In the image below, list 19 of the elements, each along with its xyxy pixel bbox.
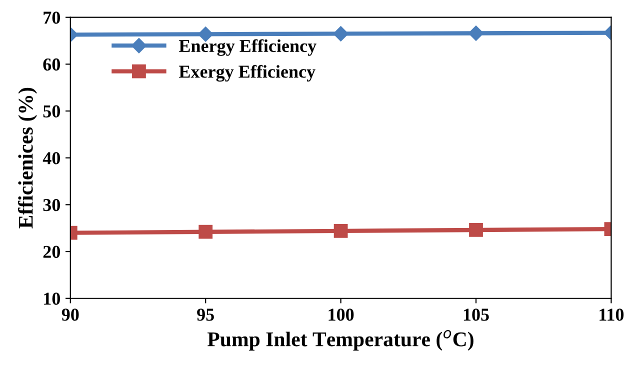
point	[333, 26, 348, 42]
x-tick-label: 95	[197, 308, 214, 321]
y-tick-label: 60	[43, 58, 60, 71]
x-tick-label: 105	[464, 308, 489, 321]
legend-label: Exergy Efficiency	[179, 64, 316, 82]
x-tick-label: 100	[328, 308, 354, 321]
y-tick-label: 50	[43, 105, 60, 118]
point	[334, 224, 348, 238]
y-tick-label: 40	[42, 152, 60, 164]
point	[198, 224, 213, 239]
x-tick-label: 110	[600, 308, 624, 321]
y-tick-label: 70	[44, 12, 60, 24]
x-axis-title: Pump Inlet Temperature ($^{o}$C)	[208, 330, 474, 351]
y-tick-label: 20	[43, 246, 60, 258]
x-tick-label: 90	[62, 308, 79, 321]
y-axis-title: Efficienices (%)	[18, 88, 38, 228]
y-tick-label: 10	[44, 292, 60, 305]
legend-label: Energy Efficiency	[179, 39, 316, 56]
y-tick-label: 30	[43, 198, 60, 212]
